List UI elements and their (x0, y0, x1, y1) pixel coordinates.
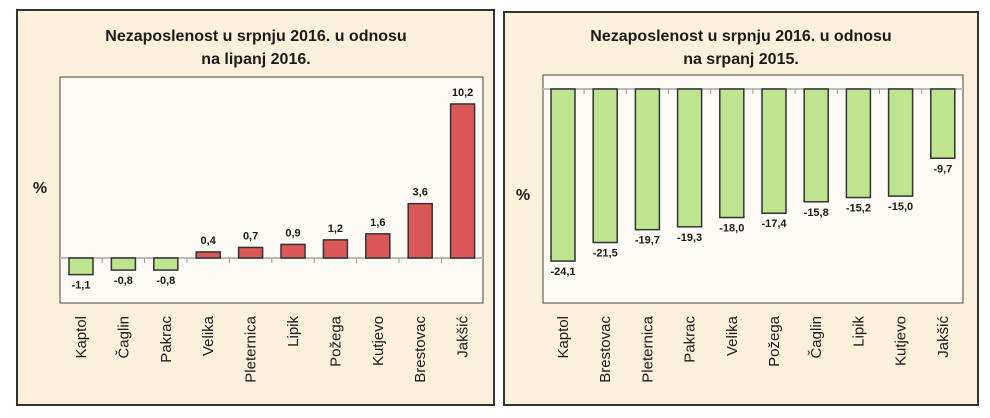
data-label: -21,5 (593, 248, 618, 260)
category-label: Pakrac (158, 316, 175, 363)
bar-Jakšić (449, 103, 476, 259)
bar-Pakrac (676, 88, 703, 228)
bar-Kaptol (550, 88, 576, 262)
category-label: Pleternica (243, 315, 260, 382)
data-label: -15,0 (888, 201, 913, 213)
bar-Pakrac (153, 257, 179, 271)
data-label: -15,8 (804, 207, 829, 219)
data-label: 1,2 (328, 223, 343, 235)
data-label: 3,6 (413, 187, 428, 199)
category-label: Jakšić (455, 316, 472, 358)
category-label: Pakrac (682, 316, 699, 363)
category-label: Čaglin (115, 316, 132, 359)
chart-title-line1: Nezaposlenost u srpnju 2016. u odnosu (105, 28, 406, 45)
category-label: Velika (200, 315, 217, 356)
bar-Kaptol (68, 257, 94, 276)
category-label: Lipik (285, 316, 302, 347)
bar-Čaglin (803, 88, 829, 203)
chart-panel-july: Nezaposlenost u srpnju 2016. u odnosu na… (503, 11, 979, 406)
bar-Kutjevo (887, 88, 914, 197)
data-label: -0,8 (114, 275, 133, 287)
bar-Lipik (280, 243, 306, 259)
bar-Velika (719, 88, 745, 219)
bar-Kutjevo (365, 233, 391, 259)
data-label: -19,3 (677, 232, 702, 244)
data-label: -1,1 (72, 280, 91, 292)
bar-Čaglin (110, 257, 137, 271)
data-label: -15,2 (846, 203, 871, 215)
bar-Požega (322, 239, 349, 259)
category-label: Kaptol (555, 316, 572, 359)
chart-title-line1: Nezaposlenost u srpnju 2016. u odnosu (590, 28, 891, 45)
y-axis-label: % (516, 187, 530, 204)
data-label: 10,2 (452, 87, 473, 99)
category-label: Čaglin (808, 316, 825, 359)
data-label: 0,4 (201, 235, 217, 247)
category-label: Kutjevo (370, 316, 387, 366)
category-label: Brestovac (597, 316, 614, 383)
bar-Požega (761, 88, 787, 214)
data-label: -18,0 (719, 223, 744, 235)
data-label: -17,4 (761, 218, 787, 230)
bar-Brestovac (592, 88, 618, 244)
category-label: Lipik (850, 316, 867, 347)
category-label: Velika (724, 315, 741, 356)
data-label: -24,1 (550, 266, 575, 278)
category-label: Požega (766, 315, 783, 367)
bar-Pleternica (237, 246, 264, 259)
bar-Pleternica (634, 88, 661, 231)
chart-title-line2: na lipanj 2016. (201, 51, 310, 68)
data-label: -9,7 (933, 163, 952, 175)
data-label: 0,9 (285, 227, 300, 239)
y-axis-label: % (33, 180, 47, 197)
category-label: Pleternica (639, 315, 656, 382)
bar-Lipik (845, 88, 872, 199)
bar-Jakšić (930, 88, 956, 160)
bar-Brestovac (407, 202, 433, 259)
category-label: Brestovac (412, 316, 429, 383)
category-label: Jakšić (935, 316, 952, 358)
chart-title-line2: na srpanj 2015. (683, 51, 799, 68)
data-label: 0,7 (243, 230, 258, 242)
data-label: -0,8 (156, 275, 175, 287)
category-label: Kutjevo (893, 316, 910, 366)
chart-panel-june: Nezaposlenost u srpnju 2016. u odnosu na… (16, 9, 495, 406)
bar-Velika (195, 251, 221, 259)
category-label: Požega (327, 315, 344, 367)
category-label: Kaptol (73, 316, 90, 359)
data-label: 1,6 (370, 217, 385, 229)
data-label: -19,7 (635, 235, 660, 247)
